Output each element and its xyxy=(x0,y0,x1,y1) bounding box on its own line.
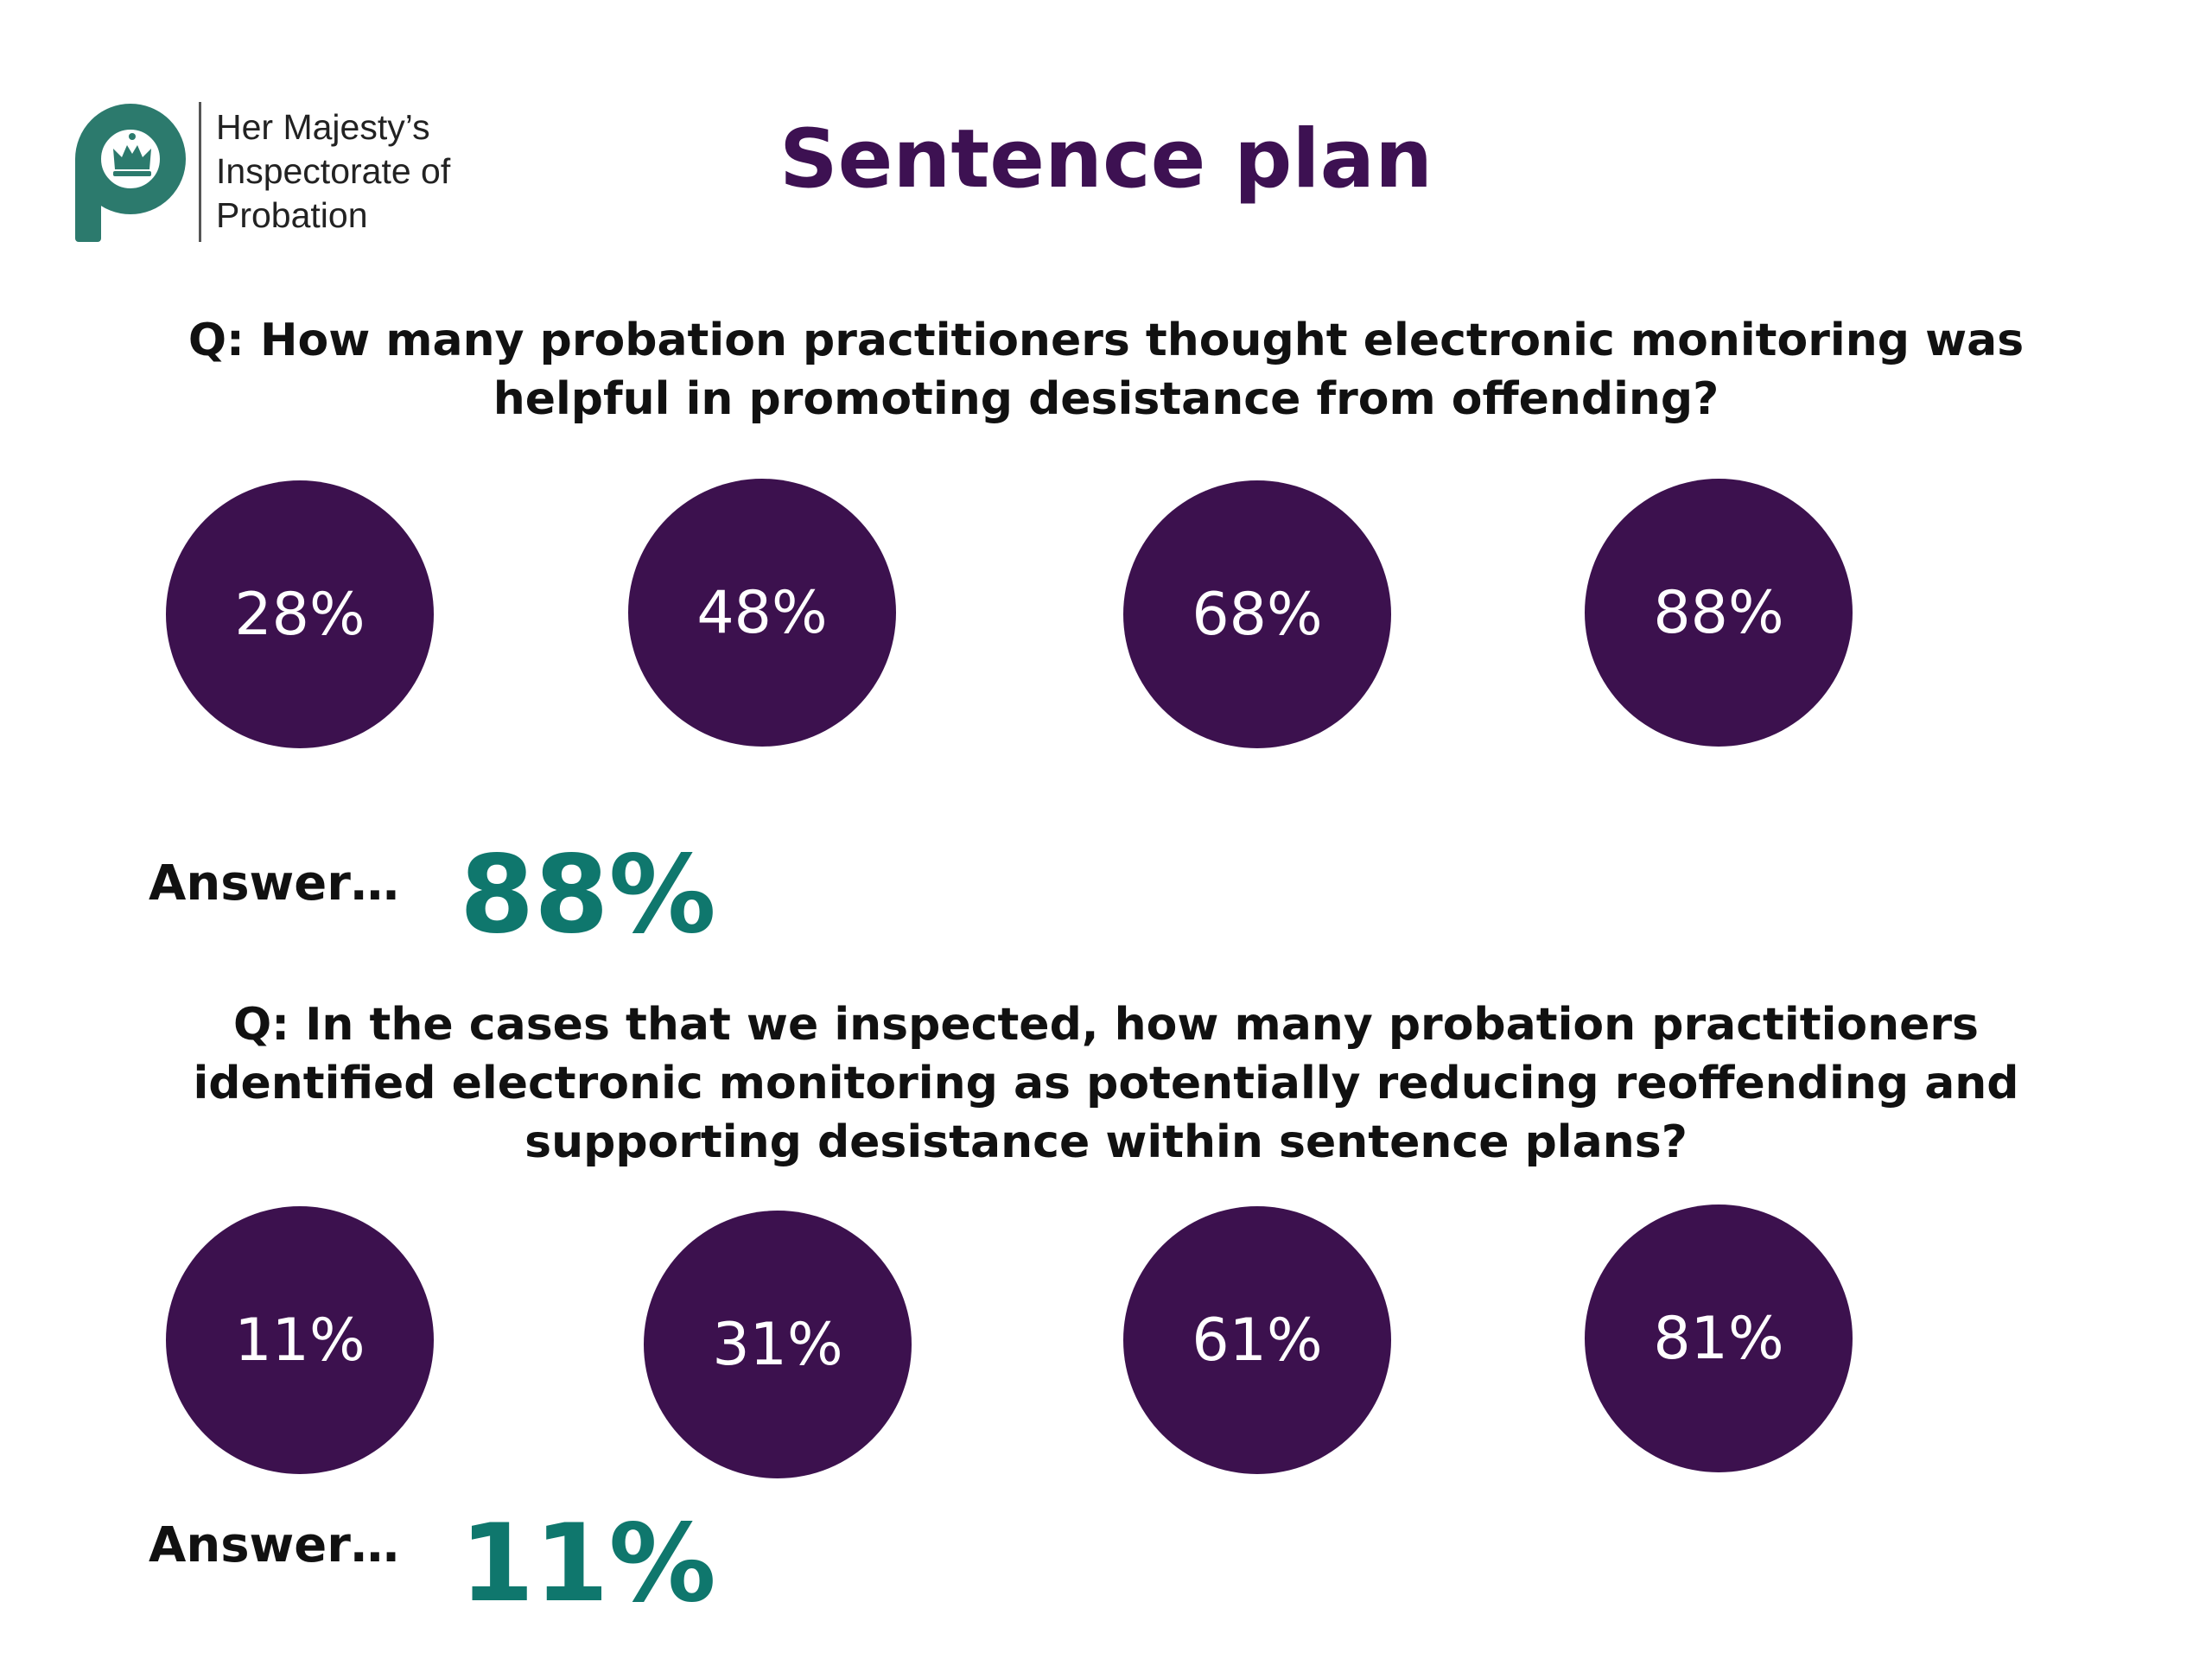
q2-option-2[interactable]: 31% xyxy=(644,1211,912,1478)
q2-option-1[interactable]: 11% xyxy=(166,1206,434,1474)
question-2-line-3: supporting desistance within sentence pl… xyxy=(524,1116,1688,1168)
q1-answer-value: 88% xyxy=(460,833,716,957)
logo-line-3: Probation xyxy=(216,195,368,235)
question-1: Q: How many probation practitioners thou… xyxy=(130,311,2082,429)
page-title: Sentence plan xyxy=(779,112,1433,207)
question-1-line-2: helpful in promoting desistance from off… xyxy=(493,373,1719,425)
logo-divider xyxy=(199,102,201,242)
q1-option-3[interactable]: 68% xyxy=(1123,480,1391,748)
hmip-logo: Her Majesty’s Inspectorate of Probation xyxy=(73,102,523,249)
q1-answer-label: Answer… xyxy=(149,855,399,912)
logo-line-1: Her Majesty’s xyxy=(216,107,430,147)
q1-option-4[interactable]: 88% xyxy=(1585,479,1853,747)
logo-line-2: Inspectorate of xyxy=(216,151,451,191)
logo-text: Her Majesty’s Inspectorate of Probation xyxy=(216,105,450,238)
q2-option-4[interactable]: 81% xyxy=(1585,1205,1853,1472)
q2-option-3[interactable]: 61% xyxy=(1123,1206,1391,1474)
probation-p-crown-icon xyxy=(75,104,186,242)
q1-option-1[interactable]: 28% xyxy=(166,480,434,748)
q1-option-2[interactable]: 48% xyxy=(628,479,896,747)
question-2-line-2: identified electronic monitoring as pote… xyxy=(193,1058,2019,1109)
q2-answer-label: Answer… xyxy=(149,1517,399,1573)
question-1-line-1: Q: How many probation practitioners thou… xyxy=(188,315,2024,366)
q2-answer-value: 11% xyxy=(460,1502,716,1626)
question-2-line-1: Q: In the cases that we inspected, how m… xyxy=(232,999,1980,1051)
question-2: Q: In the cases that we inspected, how m… xyxy=(130,995,2082,1172)
